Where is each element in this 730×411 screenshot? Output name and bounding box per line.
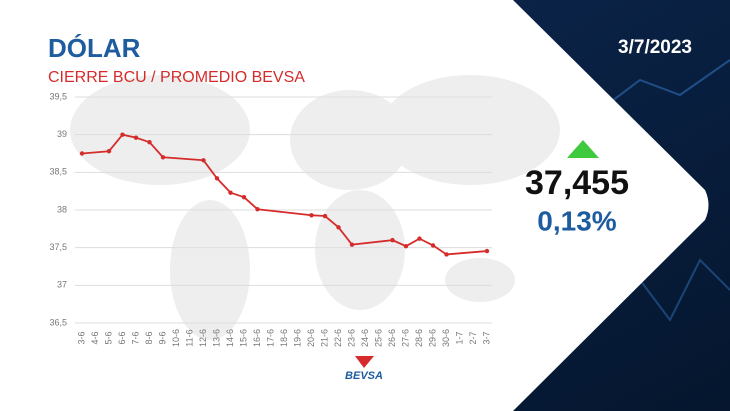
point [106, 149, 112, 154]
line-segment [257, 208, 312, 217]
x-tick-label: 12-6 [198, 329, 208, 347]
x-tick-label: 30-6 [441, 329, 451, 347]
point [160, 155, 166, 160]
x-tick-label: 24-6 [360, 329, 370, 347]
x-tick-label: 7-6 [130, 331, 140, 344]
point [349, 242, 355, 247]
point [403, 243, 409, 249]
y-tick-label: 39,5 [49, 91, 67, 101]
point [241, 194, 247, 200]
point [120, 132, 125, 137]
x-tick-label: 15-6 [238, 329, 248, 347]
point [214, 176, 220, 181]
chart-title: DÓLAR [48, 33, 141, 63]
x-tick-label: 21-6 [319, 329, 329, 347]
line-segment [135, 136, 150, 144]
point [322, 213, 328, 219]
point [201, 158, 206, 163]
line-segment [432, 244, 448, 256]
y-tick-label: 36,5 [49, 317, 67, 327]
x-tick-label: 3-7 [481, 331, 491, 344]
y-tick-label: 38 [57, 204, 67, 214]
x-tick-label: 10-6 [171, 329, 181, 347]
x-tick-label: 5-6 [103, 331, 113, 344]
x-tick-label: 8-6 [144, 331, 154, 344]
point [390, 237, 395, 243]
line-segment [405, 237, 420, 247]
x-tick-label: 1-7 [454, 331, 464, 344]
change: 0,13% [537, 205, 616, 236]
world-map [70, 75, 560, 340]
line-segment [337, 226, 353, 246]
x-tick-label: 2-7 [468, 331, 478, 344]
line-segment [243, 196, 259, 210]
line-segment [202, 159, 218, 179]
x-tick-label: 26-6 [387, 329, 397, 347]
y-tick-label: 37,5 [49, 242, 67, 252]
y-tick-label: 38,5 [49, 167, 67, 177]
x-tick-label: 11-6 [184, 329, 194, 346]
line-segment [324, 215, 340, 229]
x-tick-label: 23-6 [346, 329, 356, 347]
x-tick-label: 6-6 [117, 331, 127, 344]
point [484, 248, 490, 254]
date: 3/7/2023 [618, 37, 692, 58]
x-tick-label: 17-6 [265, 329, 275, 347]
x-tick-label: 25-6 [373, 329, 383, 347]
x-tick-label: 27-6 [400, 329, 410, 347]
x-tick-label: 20-6 [306, 329, 316, 347]
line-segment [122, 133, 137, 139]
line-segment [351, 239, 393, 246]
line-segment [81, 150, 110, 155]
logo-mark [355, 356, 374, 368]
up-arrow [567, 140, 599, 158]
point [309, 213, 314, 218]
line-segment [216, 177, 232, 194]
line-segment [311, 214, 326, 217]
x-tick-label: 16-6 [252, 329, 262, 347]
x-tick-label: 13-6 [211, 329, 221, 347]
point [147, 140, 152, 145]
point [133, 135, 139, 140]
x-tick-label: 18-6 [279, 329, 289, 347]
y-tick-label: 39 [57, 129, 67, 139]
point [430, 243, 436, 248]
chart-subtitle: CIERRE BCU / PROMEDIO BEVSA [48, 69, 305, 86]
line-segment [148, 141, 164, 158]
y-tick-label: 37 [57, 280, 67, 290]
x-tick-label: 22-6 [333, 329, 343, 347]
line-segment [392, 239, 407, 247]
point [444, 252, 449, 257]
point [79, 151, 85, 156]
x-tick-label: 4-6 [90, 331, 100, 344]
line-segment [446, 250, 488, 256]
line-segment [108, 134, 124, 152]
x-tick-label: 29-6 [427, 329, 437, 347]
x-tick-label: 9-6 [157, 331, 167, 344]
x-tick-label: 14-6 [225, 329, 235, 347]
x-tick-label: 28-6 [414, 329, 424, 347]
point [228, 190, 233, 195]
point [336, 225, 341, 230]
x-tick-label: 3-6 [76, 331, 86, 344]
point [255, 207, 260, 212]
line-segment [419, 237, 434, 247]
line-segment [162, 156, 204, 162]
point [417, 236, 422, 241]
rate: 37,455 [525, 164, 629, 202]
logo: BEVSA [345, 370, 383, 382]
line-segment [230, 191, 245, 199]
x-tick-label: 19-6 [292, 329, 302, 347]
